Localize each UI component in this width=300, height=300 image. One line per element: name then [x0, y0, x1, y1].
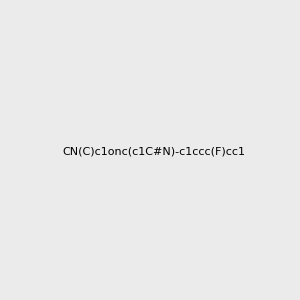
Text: CN(C)c1onc(c1C#N)-c1ccc(F)cc1: CN(C)c1onc(c1C#N)-c1ccc(F)cc1 — [62, 146, 245, 157]
